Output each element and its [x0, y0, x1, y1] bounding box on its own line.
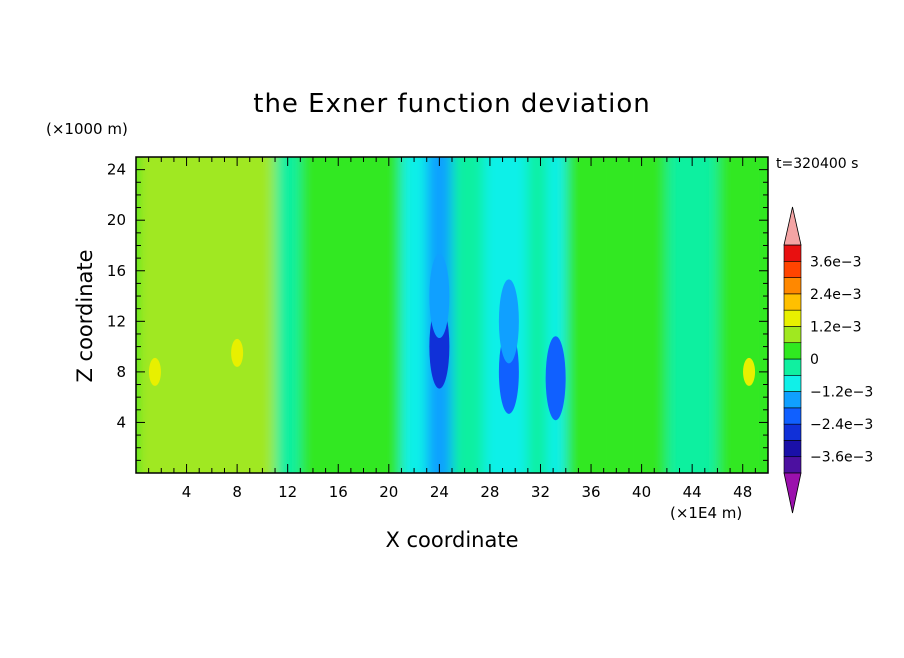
- field-anomaly-4: [545, 336, 566, 421]
- x-tick-label: 20: [379, 483, 398, 501]
- colorbar-swatch: [783, 423, 802, 441]
- field-band-5: [452, 157, 484, 473]
- field-band-9: [565, 157, 617, 473]
- y-tick-label: 20: [107, 211, 126, 229]
- colorbar-swatch: [783, 260, 802, 278]
- field-band-14: [717, 157, 768, 473]
- x-tick-label: 8: [232, 483, 242, 501]
- field-anomaly-7: [743, 357, 756, 386]
- colorbar-swatch: [783, 407, 802, 425]
- y-tick-label: 24: [107, 161, 126, 179]
- colorbar: 3.6e−3 2.4e−3 1.2e−3 0 −1.2e−3 −2.4e−3 −3.6e−3: [783, 206, 873, 514]
- colorbar-swatch: [783, 440, 802, 458]
- x-tick-label: 24: [430, 483, 449, 501]
- y-tick-label: 8: [116, 363, 126, 381]
- colorbar-swatch: [783, 277, 802, 295]
- colorbar-swatch: [783, 326, 802, 344]
- colorbar-swatch: [783, 309, 802, 327]
- y-axis-ticks: 4 8 12 16 20 24: [107, 156, 768, 474]
- colorbar-swatch: [783, 293, 802, 311]
- field-band-13: [685, 157, 718, 473]
- x-axis-label: X coordinate: [385, 528, 518, 552]
- x-unit-label: (×1E4 m): [670, 504, 742, 522]
- x-tick-label: 32: [531, 483, 550, 501]
- field-band-0: [136, 157, 276, 473]
- chart-title: the Exner function deviation: [253, 89, 651, 119]
- field-band-10: [616, 157, 642, 473]
- colorbar-min-arrow: [783, 472, 802, 514]
- x-tick-label: 36: [581, 483, 600, 501]
- colorbar-label: 1.2e−3: [810, 319, 862, 335]
- field-anomaly-5: [231, 338, 244, 367]
- field-band-11: [641, 157, 667, 473]
- colorbar-swatch: [783, 244, 802, 262]
- colorbar-label: −3.6e−3: [810, 450, 873, 466]
- x-tick-label: 40: [632, 483, 651, 501]
- y-axis-label: Z coordinate: [73, 249, 97, 382]
- field-band-1: [275, 157, 301, 473]
- colorbar-swatch: [783, 456, 802, 474]
- y-tick-label: 16: [107, 262, 126, 280]
- y-unit-label: (×1000 m): [46, 120, 128, 138]
- field-band-12: [666, 157, 686, 473]
- x-tick-label: 48: [733, 483, 752, 501]
- colorbar-label: 3.6e−3: [810, 254, 862, 270]
- colorbar-label: −1.2e−3: [810, 385, 873, 401]
- field-band-2: [300, 157, 402, 473]
- field-anomaly-3: [498, 279, 519, 364]
- y-tick-label: 12: [107, 312, 126, 330]
- field-band-8: [546, 157, 566, 473]
- colorbar-swatch: [783, 374, 802, 392]
- x-tick-label: 16: [329, 483, 348, 501]
- y-tick-label: 4: [116, 413, 126, 431]
- x-tick-label: 12: [278, 483, 297, 501]
- colorbar-max-arrow: [783, 206, 802, 246]
- x-tick-label: 28: [480, 483, 499, 501]
- colorbar-swatch: [783, 342, 802, 360]
- x-axis-ticks: 4 8 12 16 20 24 28 32 36 40 44 48: [135, 157, 769, 501]
- colorbar-label: 2.4e−3: [810, 287, 862, 303]
- field-anomaly-6: [148, 357, 161, 386]
- field-anomaly-1: [429, 254, 450, 339]
- contour-field: [136, 157, 768, 473]
- field-band-3: [401, 157, 427, 473]
- time-label: t=320400 s: [776, 156, 858, 172]
- x-tick-label: 4: [182, 483, 192, 501]
- colorbar-label: 0: [810, 352, 819, 368]
- colorbar-swatch: [783, 358, 802, 376]
- x-tick-label: 44: [683, 483, 702, 501]
- colorbar-label: −2.4e−3: [810, 417, 873, 433]
- colorbar-swatch: [783, 391, 802, 409]
- field-band-7: [527, 157, 547, 473]
